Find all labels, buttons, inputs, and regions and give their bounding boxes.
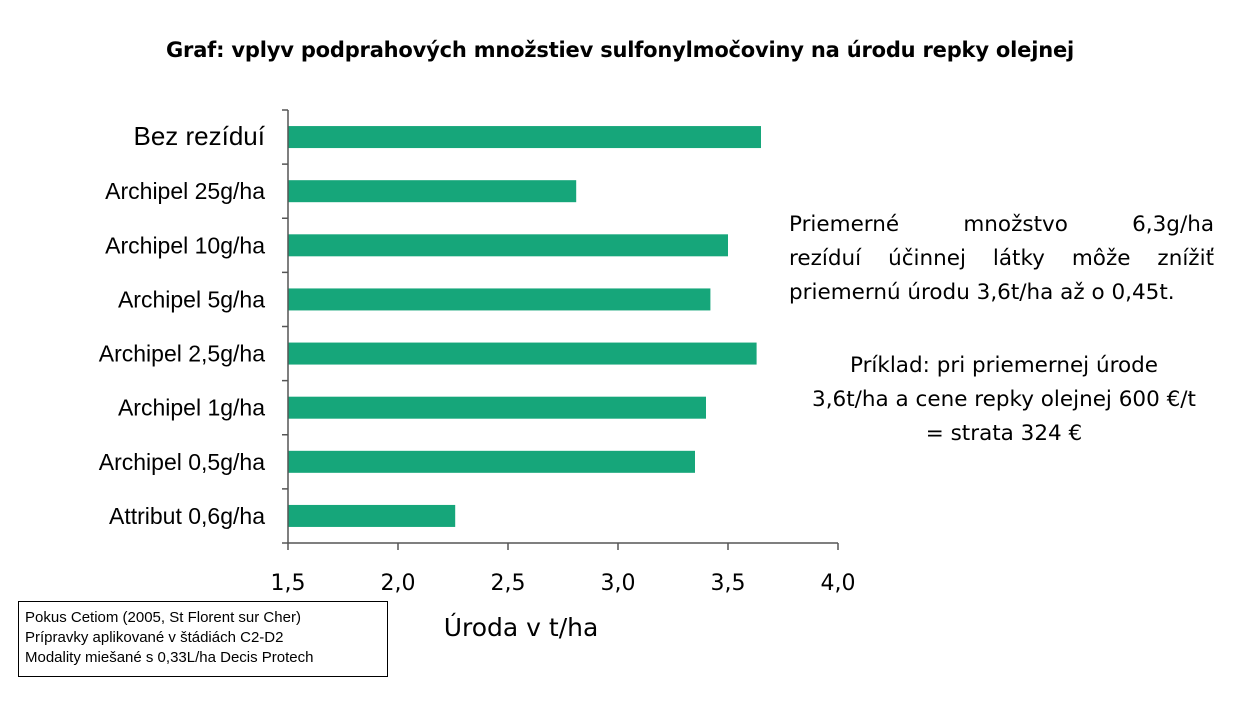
- example-line: 3,6t/ha a cene repky olejnej 600 €/t: [812, 387, 1196, 412]
- bar: [288, 288, 711, 311]
- summary-note: Priemerné množstvo 6,3g/ha rezíduí účinn…: [789, 208, 1214, 310]
- category-label: Archipel 5g/ha: [118, 286, 265, 312]
- bar: [288, 180, 577, 203]
- bar: [288, 504, 456, 527]
- summary-line: rezíduí účinnej látky môže znížiť: [789, 246, 1214, 271]
- bar: [288, 234, 728, 257]
- example-note: Príklad: pri priemernej úrode 3,6t/ha a …: [770, 349, 1238, 451]
- category-label: Archipel 25g/ha: [105, 178, 265, 204]
- x-tick-label: 2,5: [491, 571, 526, 596]
- source-box: Pokus Cetiom (2005, St Florent sur Cher)…: [18, 601, 388, 677]
- bar: [288, 396, 706, 419]
- bar: [288, 450, 695, 473]
- summary-line: Priemerné množstvo 6,3g/ha: [789, 212, 1214, 237]
- source-line: Modality miešané s 0,33L/ha Decis Protec…: [25, 649, 314, 666]
- category-label: Archipel 10g/ha: [105, 232, 265, 258]
- x-axis-title: Úroda v t/ha: [444, 612, 599, 642]
- category-label: Attribut 0,6g/ha: [109, 503, 265, 529]
- example-line: Príklad: pri priemernej úrode: [849, 353, 1159, 378]
- y-ticks-group: [282, 109, 288, 544]
- source-line: Prípravky aplikované v štádiách C2-D2: [25, 629, 284, 646]
- x-tick-label: 3,0: [601, 571, 636, 596]
- category-label: Bez rezíduí: [133, 121, 265, 151]
- category-label: Archipel 2,5g/ha: [99, 341, 265, 367]
- x-tick-label: 1,5: [271, 571, 306, 596]
- x-tick-label: 2,0: [381, 571, 416, 596]
- category-label: Archipel 1g/ha: [118, 395, 265, 421]
- category-labels-group: Bez rezíduí Archipel 25g/ha Archipel 10g/h…: [99, 121, 266, 529]
- x-tick-label: 4,0: [821, 571, 856, 596]
- x-ticks-group: 1,5 2,0 2,5 3,0 3,5 4,0: [271, 543, 856, 596]
- x-tick-label: 3,5: [711, 571, 746, 596]
- chart-title: Graf: vplyv podprahových množstiev sulfo…: [166, 38, 1074, 62]
- category-label: Archipel 0,5g/ha: [99, 449, 265, 475]
- bars-group: [288, 126, 761, 527]
- summary-line: priemernú úrodu 3,6t/ha až o 0,45t.: [789, 280, 1175, 305]
- example-line: = strata 324 €: [925, 421, 1083, 446]
- bar: [288, 342, 757, 365]
- bar: [288, 126, 761, 149]
- source-line: Pokus Cetiom (2005, St Florent sur Cher): [25, 609, 301, 626]
